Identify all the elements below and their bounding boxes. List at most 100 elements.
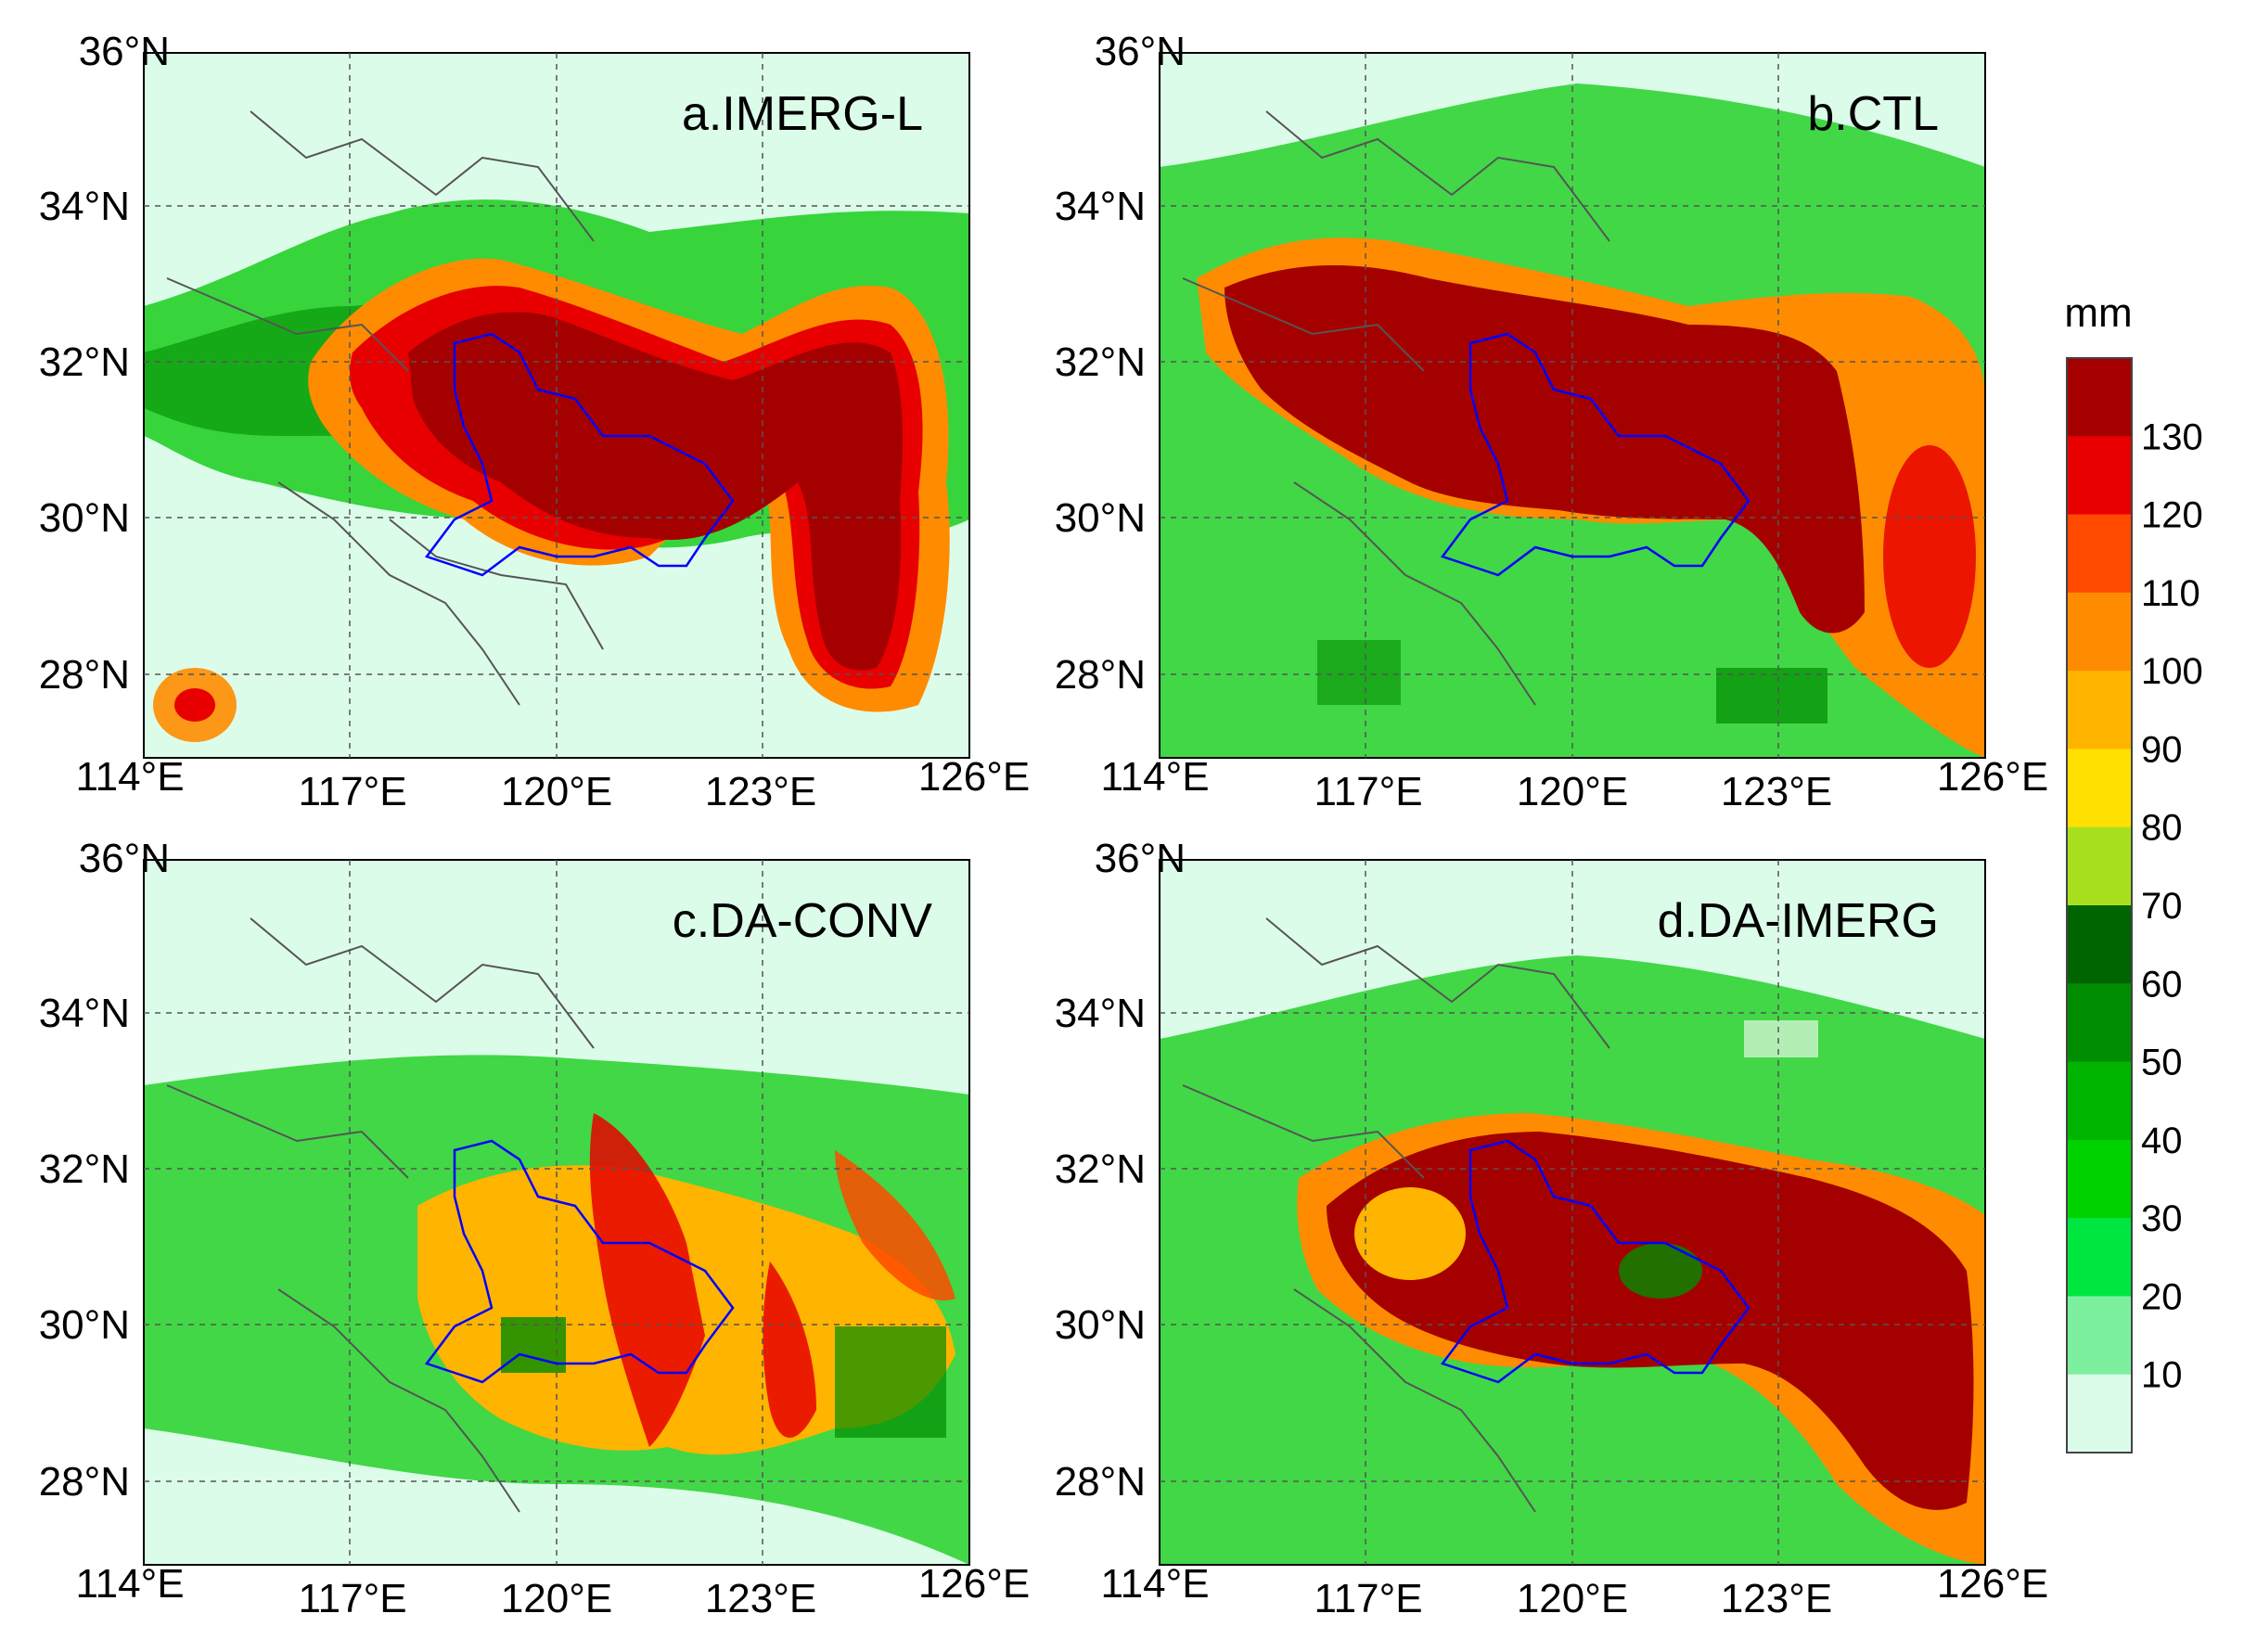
lon-label: 117°E xyxy=(298,769,406,814)
lon-label: 117°E xyxy=(298,1576,406,1621)
colorbar-tick-label: 60 xyxy=(2141,964,2183,1005)
colorbar-labels: 130 120 110 100 90 80 70 60 50 40 30 20 10 xyxy=(2141,416,2203,1395)
lat-label: 28°N xyxy=(39,652,130,698)
lat-label: 36°N xyxy=(1095,836,1186,881)
lon-label: 120°E xyxy=(501,769,612,814)
colorbar-tick-label: 70 xyxy=(2141,886,2183,927)
panel-d-title: d.DA-IMERG xyxy=(1658,894,1939,948)
colorbar-tick-label: 80 xyxy=(2141,808,2183,849)
lon-label: 123°E xyxy=(705,769,816,814)
lat-label: 30°N xyxy=(1055,495,1146,541)
colorbar-frame xyxy=(2066,357,2133,1454)
colorbar-tick-label: 50 xyxy=(2141,1043,2183,1083)
panel-d-boundaries xyxy=(1182,917,1610,1513)
panel-b-boundaries xyxy=(1182,110,1610,706)
lon-label: 120°E xyxy=(1517,1576,1628,1621)
colorbar-swatch xyxy=(2067,749,2132,828)
lon-label: 120°E xyxy=(501,1576,612,1621)
colorbar-swatch xyxy=(2067,826,2132,906)
panel-d-lat-labels: 36°N 34°N 32°N 30°N 28°N xyxy=(1055,836,1186,1505)
lat-label: 34°N xyxy=(1055,184,1146,229)
lon-label: 123°E xyxy=(705,1576,816,1621)
colorbar-swatch xyxy=(2067,1139,2132,1219)
lon-label: 114°E xyxy=(1100,754,1209,800)
colorbar-swatch xyxy=(2067,358,2132,437)
lon-label: 126°E xyxy=(918,1561,1030,1607)
colorbar-unit: mm xyxy=(2064,290,2132,336)
lat-label: 32°N xyxy=(39,1146,130,1192)
colorbar-tick-label: 130 xyxy=(2141,416,2203,457)
panel-c: c.DA-CONV xyxy=(143,859,970,1566)
panel-c-title: c.DA-CONV xyxy=(673,894,933,948)
panel-a-field xyxy=(144,53,969,758)
lon-label: 126°E xyxy=(918,754,1030,800)
lat-label: 34°N xyxy=(1055,991,1146,1036)
colorbar-swatch xyxy=(2067,514,2132,594)
panel-b-lat-labels: 36°N 34°N 32°N 30°N 28°N xyxy=(1055,29,1186,698)
panel-d-grid xyxy=(1160,860,1985,1565)
panel-a-lat-labels: 36°N 34°N 32°N 30°N 28°N xyxy=(39,29,170,698)
panel-a-grid xyxy=(144,53,969,758)
panel-b-grid xyxy=(1160,53,1985,758)
lat-label: 28°N xyxy=(39,1459,130,1505)
lat-label: 34°N xyxy=(39,991,130,1036)
panel-a-region-outline xyxy=(424,332,735,577)
panel-a-title: a.IMERG-L xyxy=(682,87,923,141)
panel-d: d.DA-IMERG xyxy=(1159,859,1986,1566)
lat-label: 34°N xyxy=(39,184,130,229)
lon-label: 126°E xyxy=(1937,1561,2048,1607)
colorbar-tick-label: 20 xyxy=(2141,1276,2183,1317)
colorbar: mm 130 120 110 100 90 80 70 60 50 40 30 20 10 xyxy=(2064,290,2203,1454)
lat-label: 30°N xyxy=(39,1302,130,1348)
colorbar-swatch xyxy=(2067,983,2132,1063)
lat-label: 32°N xyxy=(39,339,130,385)
colorbar-tick-label: 90 xyxy=(2141,729,2183,770)
panel-b-lon-labels: 114°E 117°E 120°E 123°E 126°E xyxy=(1100,754,2048,814)
panel-d-lon-labels: 114°E 117°E 120°E 123°E 126°E xyxy=(1100,1561,2048,1621)
lat-label: 28°N xyxy=(1055,652,1146,698)
colorbar-tick-label: 10 xyxy=(2141,1355,2183,1396)
lon-label: 126°E xyxy=(1937,754,2048,800)
colorbar-swatch xyxy=(2067,671,2132,749)
colorbar-tick-label: 110 xyxy=(2141,573,2200,614)
lat-label: 30°N xyxy=(1055,1302,1146,1348)
colorbar-tick-label: 40 xyxy=(2141,1121,2183,1161)
lon-label: 114°E xyxy=(1100,1561,1209,1607)
lat-label: 32°N xyxy=(1055,1146,1146,1192)
lon-label: 120°E xyxy=(1517,769,1628,814)
lon-label: 114°E xyxy=(75,1561,184,1607)
panel-d-region-outline xyxy=(1440,1139,1750,1384)
colorbar-swatch xyxy=(2067,1296,2132,1376)
lat-label: 36°N xyxy=(79,836,170,881)
lon-label: 117°E xyxy=(1314,1576,1422,1621)
colorbar-tick-label: 100 xyxy=(2141,651,2203,692)
panel-c-region-outline xyxy=(424,1139,735,1384)
lat-label: 36°N xyxy=(1095,29,1186,74)
lat-label: 28°N xyxy=(1055,1459,1146,1505)
lon-label: 117°E xyxy=(1314,769,1422,814)
panel-b: b.CTL xyxy=(1159,52,1986,759)
colorbar-swatch xyxy=(2067,905,2132,984)
colorbar-swatches xyxy=(2067,358,2132,1454)
panel-c-grid xyxy=(144,860,969,1565)
colorbar-tick-label: 30 xyxy=(2141,1198,2183,1239)
lon-label: 123°E xyxy=(1721,769,1832,814)
lat-label: 30°N xyxy=(39,495,130,541)
lon-label: 123°E xyxy=(1721,1576,1832,1621)
colorbar-swatch xyxy=(2067,1374,2132,1454)
panel-c-boundaries xyxy=(166,917,595,1513)
panel-a-lon-labels: 114°E 117°E 120°E 123°E 126°E xyxy=(75,754,1030,814)
panel-a: a.IMERG-L xyxy=(143,52,970,759)
colorbar-swatch xyxy=(2067,592,2132,672)
lat-label: 36°N xyxy=(79,29,170,74)
panel-b-title: b.CTL xyxy=(1807,87,1939,141)
lon-label: 114°E xyxy=(75,754,184,800)
panel-c-lon-labels: 114°E 117°E 120°E 123°E 126°E xyxy=(75,1561,1030,1621)
panel-b-region-outline xyxy=(1440,332,1750,577)
colorbar-tick-label: 120 xyxy=(2141,495,2203,536)
colorbar-swatch xyxy=(2067,1061,2132,1141)
lat-label: 32°N xyxy=(1055,339,1146,385)
colorbar-swatch xyxy=(2067,1218,2132,1297)
panel-a-boundaries xyxy=(166,110,604,706)
